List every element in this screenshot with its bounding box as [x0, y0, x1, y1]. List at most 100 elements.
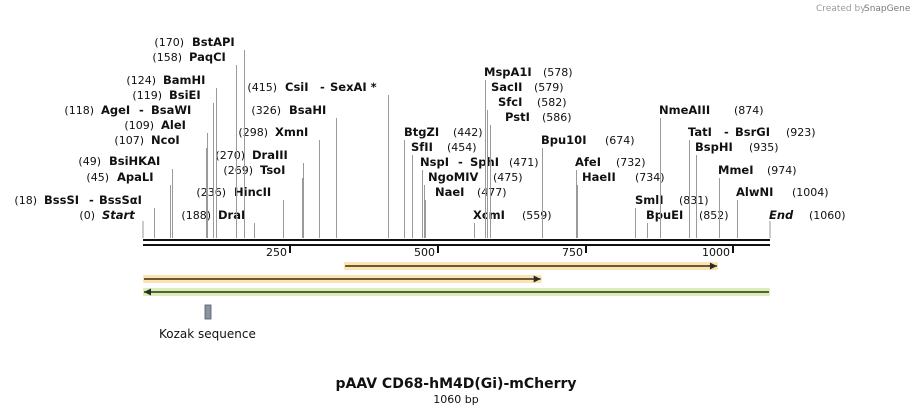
feature-orange-forward-2-arrowhead — [533, 275, 541, 283]
site-position: (874) — [734, 104, 764, 117]
start-position: (0) — [79, 209, 95, 222]
feature-green-reverse-arrowhead — [144, 288, 151, 296]
site-pair-separator: - — [458, 155, 463, 169]
site-pair-name: BsrGI — [735, 125, 770, 139]
site-name: Bpu10I — [541, 133, 586, 147]
site-name: CsiI — [285, 80, 309, 94]
site-position: (119) — [132, 89, 162, 102]
site-pair-name: BsaWI — [151, 103, 191, 117]
site-position: (974) — [767, 164, 797, 177]
start-label: Start — [102, 208, 135, 222]
site-position: (158) — [152, 51, 182, 64]
site-name: TsoI — [260, 163, 285, 177]
site-name: MspA1I — [484, 65, 532, 79]
site-position: (586) — [542, 111, 572, 124]
site-position: (935) — [749, 141, 779, 154]
site-name: PstI — [505, 110, 530, 124]
site-name: NgoMIV — [428, 170, 478, 184]
site-position: (109) — [124, 119, 154, 132]
site-pair-name: SexAI * — [330, 80, 377, 94]
site-position: (579) — [534, 81, 564, 94]
end-label: End — [769, 208, 794, 222]
kozak-label: Kozak sequence — [159, 327, 256, 341]
site-position: (107) — [114, 134, 144, 147]
site-position: (852) — [699, 209, 729, 222]
site-position: (582) — [537, 96, 567, 109]
site-name: XcmI — [473, 208, 505, 222]
site-name: BsiHKAI — [109, 154, 160, 168]
site-name: SmlI — [635, 193, 664, 207]
site-position: (49) — [78, 155, 101, 168]
tick-label-250: 250 — [266, 246, 287, 259]
site-position: (124) — [126, 74, 156, 87]
site-name: ApaLI — [117, 170, 154, 184]
site-name: NspI — [420, 155, 449, 169]
site-position: (454) — [447, 141, 477, 154]
site-pair-separator: - — [320, 80, 325, 94]
site-name: AfeI — [575, 155, 601, 169]
site-position: (45) — [86, 171, 109, 184]
site-name: SfcI — [498, 95, 522, 109]
site-name: DraI — [218, 208, 245, 222]
site-name: BtgZI — [404, 125, 439, 139]
site-name: NcoI — [151, 133, 180, 147]
branding-prefix: Created by — [816, 4, 866, 14]
site-name: AlwNI — [736, 185, 773, 199]
site-name: HaeII — [582, 170, 616, 184]
site-position: (734) — [635, 171, 665, 184]
tick-label-500: 500 — [414, 246, 435, 259]
site-name: BpuEI — [646, 208, 683, 222]
site-name: TatI — [688, 125, 712, 139]
site-position: (923) — [786, 126, 816, 139]
site-name: NaeI — [435, 185, 464, 199]
site-position: (477) — [477, 186, 507, 199]
site-position: (269) — [223, 164, 253, 177]
site-position: (118) — [64, 104, 94, 117]
site-name: BspHI — [695, 140, 733, 154]
site-name: AgeI — [101, 103, 130, 117]
site-pair-separator: - — [89, 193, 94, 207]
site-name: DraIII — [252, 148, 288, 162]
site-name: MmeI — [718, 163, 754, 177]
end-position: (1060) — [809, 209, 846, 222]
ruler-ticks: 250 500 750 1000 — [266, 246, 734, 259]
site-pair-separator: - — [724, 125, 729, 139]
site-position: (18) — [14, 194, 37, 207]
site-position: (298) — [238, 126, 268, 139]
site-name: HincII — [234, 185, 271, 199]
site-name: SfII — [411, 140, 433, 154]
site-name: BssSI — [44, 193, 79, 207]
site-pair-name: BssSαI — [99, 193, 142, 207]
site-position: (170) — [154, 36, 184, 49]
feature-orange-forward-arrowhead — [709, 262, 717, 270]
site-position: (415) — [247, 81, 277, 94]
site-position: (442) — [453, 126, 483, 139]
site-position: (270) — [215, 149, 245, 162]
site-name: SacII — [491, 80, 522, 94]
site-name: BsaHI — [289, 103, 326, 117]
site-position: (732) — [616, 156, 646, 169]
site-name: AleI — [161, 118, 186, 132]
branding-brand: SnapGene — [864, 4, 911, 14]
site-pair-name: SphI — [470, 155, 499, 169]
site-name: BamHI — [163, 73, 205, 87]
site-position: (188) — [181, 209, 211, 222]
site-position: (475) — [493, 171, 523, 184]
site-position: (831) — [679, 194, 709, 207]
site-leader-lines — [154, 50, 738, 238]
site-name: PaqCI — [189, 50, 226, 64]
site-name: XmnI — [275, 125, 308, 139]
site-name: NmeAIII — [659, 103, 710, 117]
site-position: (471) — [509, 156, 539, 169]
tick-label-1000: 1000 — [702, 246, 730, 259]
map-length: 1060 bp — [433, 393, 478, 406]
site-position: (559) — [522, 209, 552, 222]
tick-label-750: 750 — [562, 246, 583, 259]
site-position: (674) — [605, 134, 635, 147]
site-position: (236) — [196, 186, 226, 199]
sequence-backbone — [143, 239, 770, 246]
site-pair-separator: - — [139, 103, 144, 117]
restriction-sites: (18) BssSI - BssSαI (45) ApaLI (49) BsiH… — [14, 35, 828, 222]
site-position: (578) — [543, 66, 573, 79]
